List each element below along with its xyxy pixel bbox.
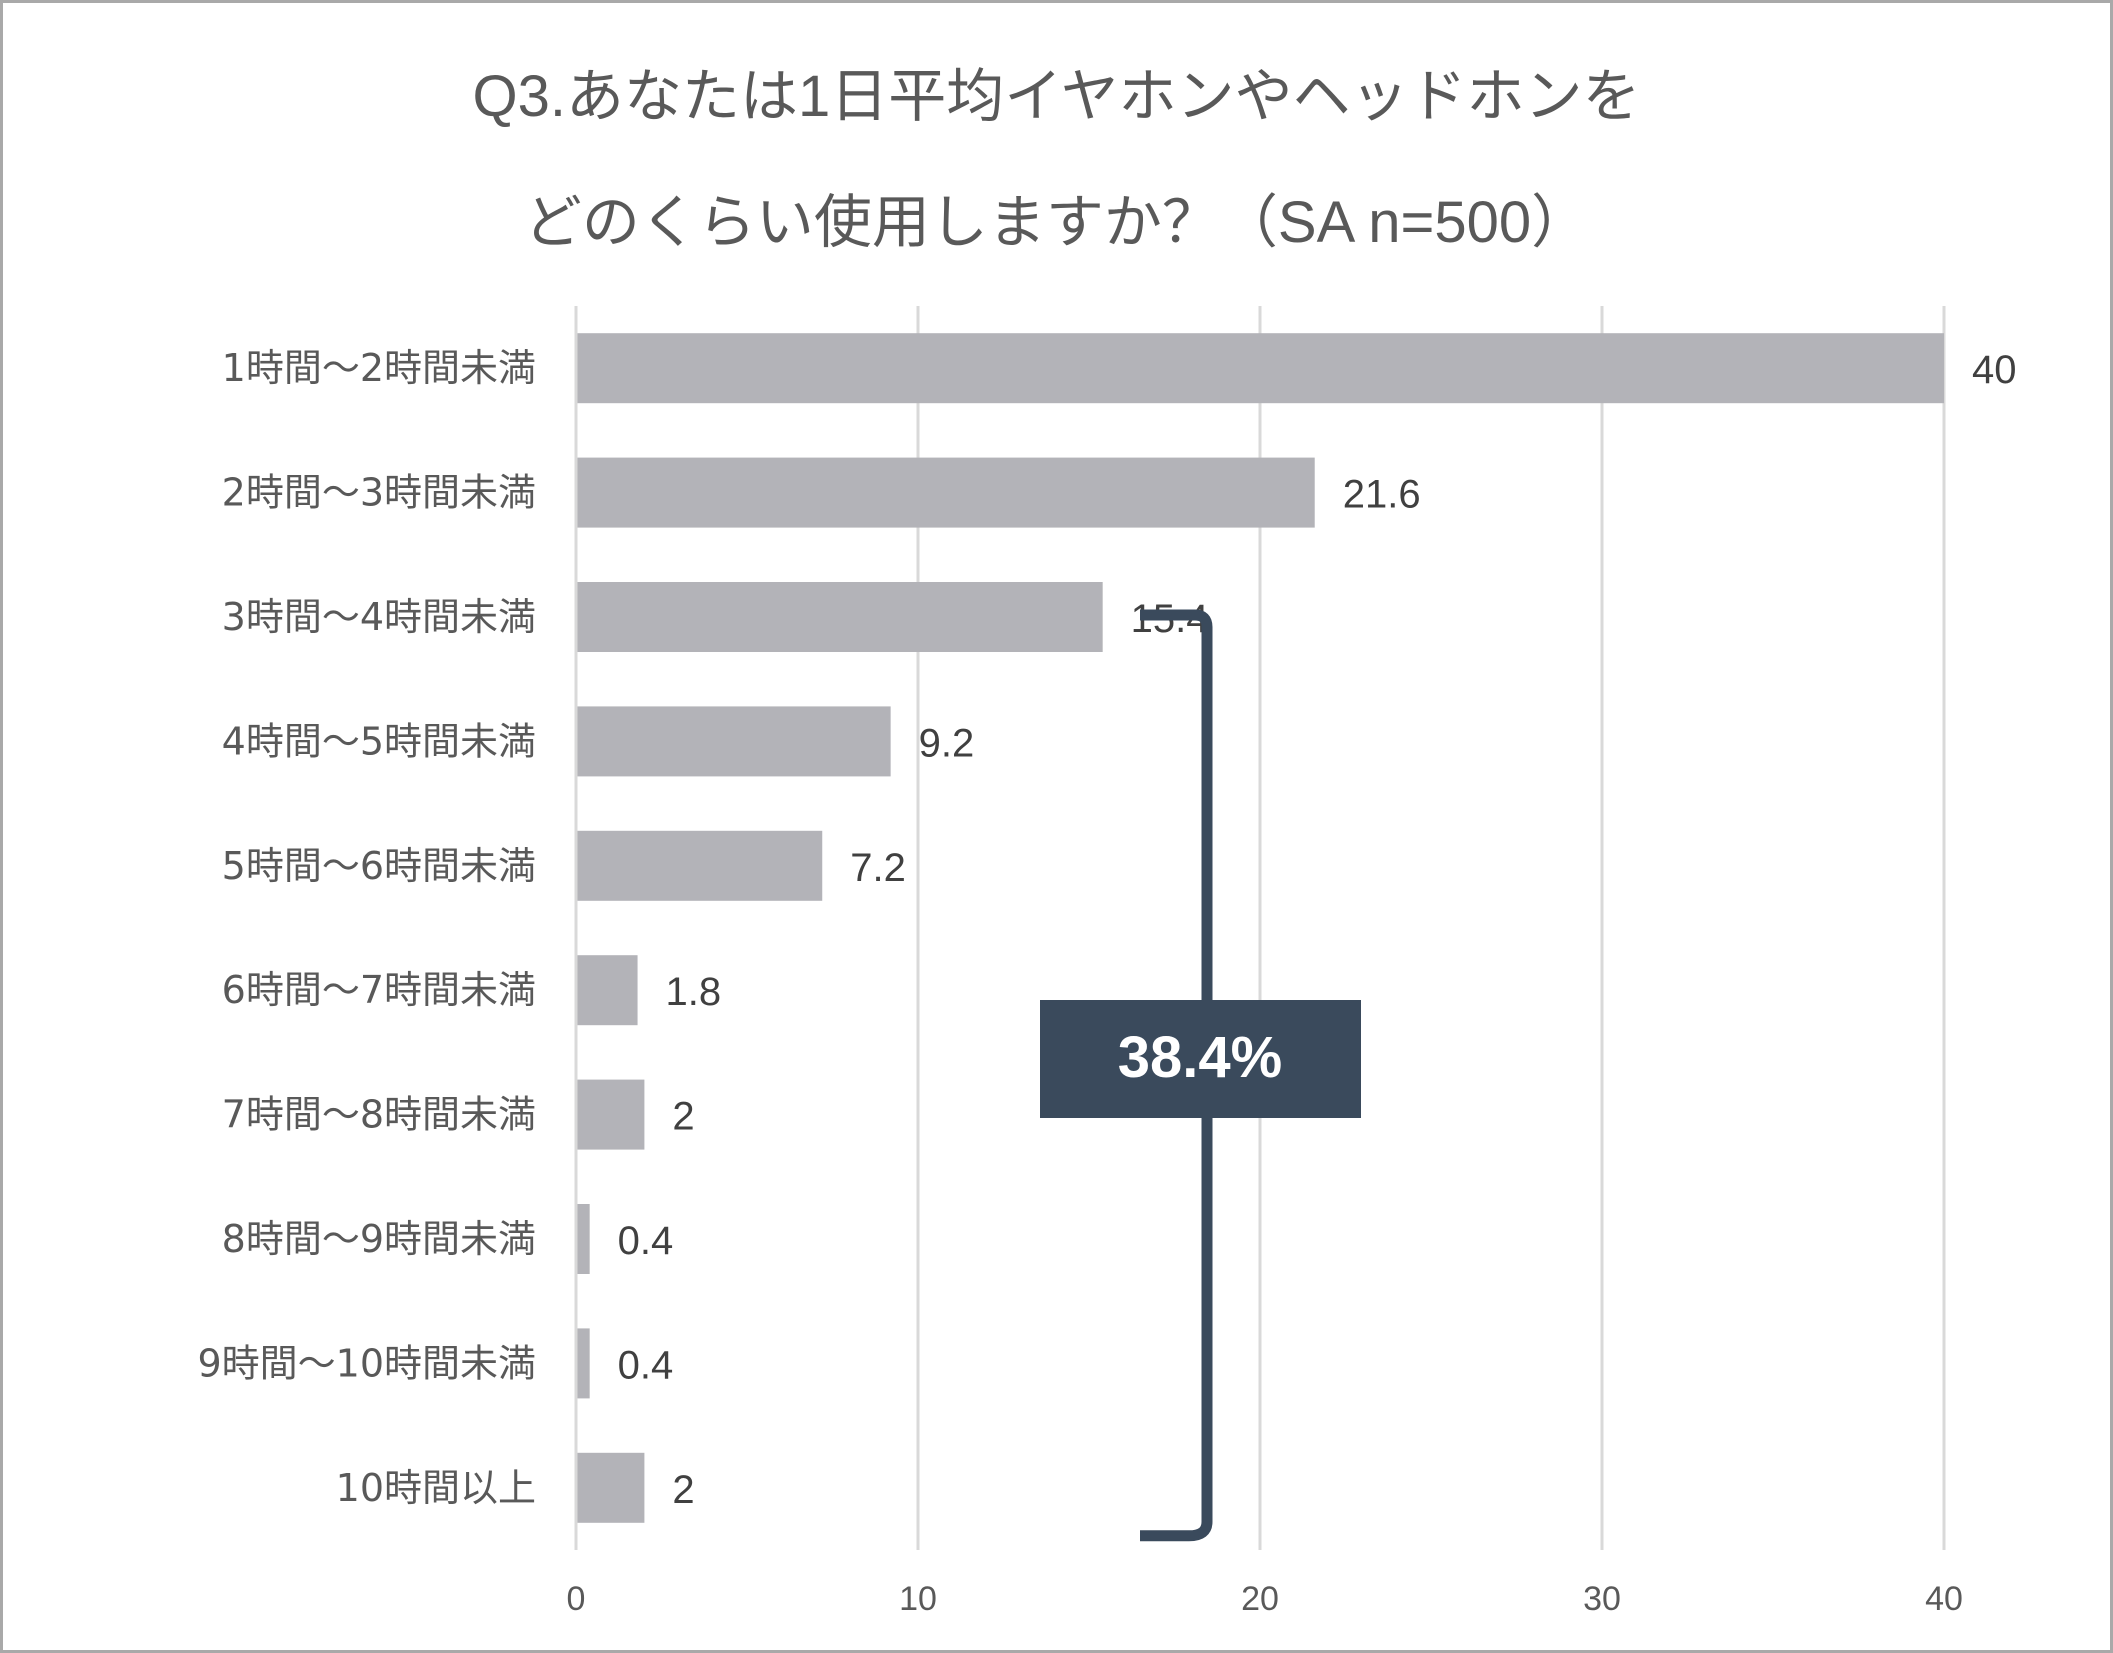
category-label: 3時間〜4時間未満 (222, 595, 536, 639)
value-label: 2 (672, 1468, 694, 1512)
category-label: 2時間〜3時間未満 (222, 471, 536, 515)
labels: 0 10 20 30 40 1時間〜2時間未満 40 2時間〜3時間未満 21.6 3時間〜4時間… (197, 346, 2016, 1618)
value-label: 40 (1972, 348, 2017, 392)
bar (576, 1328, 590, 1399)
bar (576, 830, 823, 901)
chart-title-line-2: どのくらい使用しますか？（SA n=500） (523, 190, 1590, 255)
category-label: 9時間〜10時間未満 (197, 1341, 536, 1385)
category-label: 6時間〜7時間未満 (222, 968, 536, 1012)
callout-box (1040, 1000, 1361, 1118)
bar (576, 333, 1944, 404)
bar (576, 706, 891, 777)
x-tick-label: 10 (899, 1580, 937, 1618)
value-label: 7.2 (850, 846, 906, 890)
bars (576, 333, 1944, 1523)
x-tick-label: 30 (1583, 1580, 1621, 1618)
category-label: 5時間〜6時間未満 (222, 844, 536, 888)
chart-title-line-1: Q3.あなたは1日平均イヤホンやヘッドホンを (472, 64, 1641, 129)
category-label: 1時間〜2時間未満 (222, 346, 536, 390)
bar (576, 955, 638, 1026)
category-label: 4時間〜5時間未満 (222, 719, 536, 763)
callout-text: 38.4% (1118, 1025, 1282, 1090)
bar (576, 582, 1103, 652)
bar (576, 1204, 590, 1274)
category-label: 7時間〜8時間未満 (222, 1093, 536, 1137)
x-tick-label: 20 (1241, 1580, 1279, 1618)
bar (576, 457, 1315, 528)
value-label: 9.2 (919, 721, 975, 765)
x-tick-label: 40 (1925, 1580, 1963, 1618)
bar (576, 1452, 645, 1523)
value-label: 0.4 (618, 1343, 674, 1387)
value-label: 0.4 (618, 1219, 674, 1263)
value-label: 1.8 (666, 970, 722, 1014)
x-tick-label: 0 (567, 1580, 586, 1618)
bar (576, 1079, 645, 1150)
value-label: 21.6 (1343, 473, 1421, 517)
value-label: 2 (672, 1095, 694, 1139)
category-label: 8時間〜9時間未満 (222, 1217, 536, 1261)
annotation: 38.4% (1040, 609, 1361, 1542)
category-label: 10時間以上 (336, 1466, 536, 1510)
